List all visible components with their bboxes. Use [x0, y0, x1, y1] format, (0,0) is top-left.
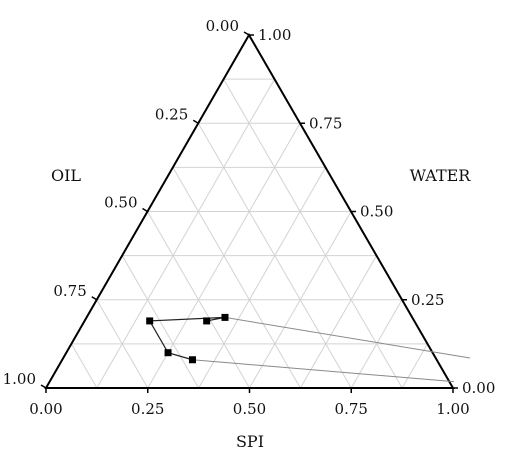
data-point [146, 317, 154, 325]
grid-line-spi [249, 211, 352, 389]
data-points [146, 313, 229, 364]
data-point [203, 317, 211, 325]
grid-line-oil [172, 167, 301, 389]
tick-marks [40, 31, 458, 393]
grid-line-oil [121, 255, 200, 389]
grid-line-spi [96, 78, 275, 389]
tick-label-spi: 0.75 [335, 400, 368, 418]
axis-label-oil: OIL [51, 166, 81, 185]
axis-label-water: WATER [410, 166, 472, 185]
data-point [188, 356, 196, 364]
tie-line [192, 359, 454, 383]
tick-mark-oil [91, 296, 98, 301]
grid-lines [70, 78, 428, 389]
tick-label-spi: 0.00 [29, 400, 62, 418]
tie-lines [192, 316, 471, 383]
tick-label-spi: 0.25 [131, 400, 164, 418]
grid-line-oil [70, 343, 98, 389]
grid-line-spi [299, 255, 377, 389]
tick-mark-oil [40, 384, 47, 389]
tick-label-water: 1.00 [258, 26, 291, 44]
tick-mark-oil [192, 119, 199, 124]
tick-label-spi: 0.50 [233, 400, 266, 418]
tick-label-oil: 0.00 [206, 17, 239, 35]
grid-line-spi [401, 343, 428, 389]
tick-label-oil: 0.25 [155, 105, 188, 123]
tie-line [224, 316, 471, 359]
tick-label-water: 0.75 [309, 114, 342, 132]
tick-label-oil: 0.50 [104, 194, 137, 212]
tick-label-oil: 1.00 [3, 370, 36, 388]
tick-mark-oil [142, 207, 148, 213]
tick-labels: 0.00 0.00 1.00 0.25 0.25 0.75 0.50 0.50 0.50 0.75… [3, 17, 496, 418]
grid-line-oil [96, 299, 149, 389]
data-point [221, 313, 229, 321]
grid-line-oil [223, 78, 403, 389]
tick-label-oil: 0.75 [53, 282, 86, 300]
tick-label-water: 0.50 [360, 203, 393, 221]
data-point [164, 349, 172, 357]
tick-label-water: 0.00 [462, 379, 495, 397]
tick-mark-oil [243, 31, 250, 36]
tick-label-spi: 1.00 [436, 400, 469, 418]
grid-line-oil [147, 211, 250, 389]
axis-label-spi: SPI [236, 432, 264, 451]
tick-label-water: 0.25 [411, 291, 444, 309]
grid-line-spi [198, 167, 326, 389]
